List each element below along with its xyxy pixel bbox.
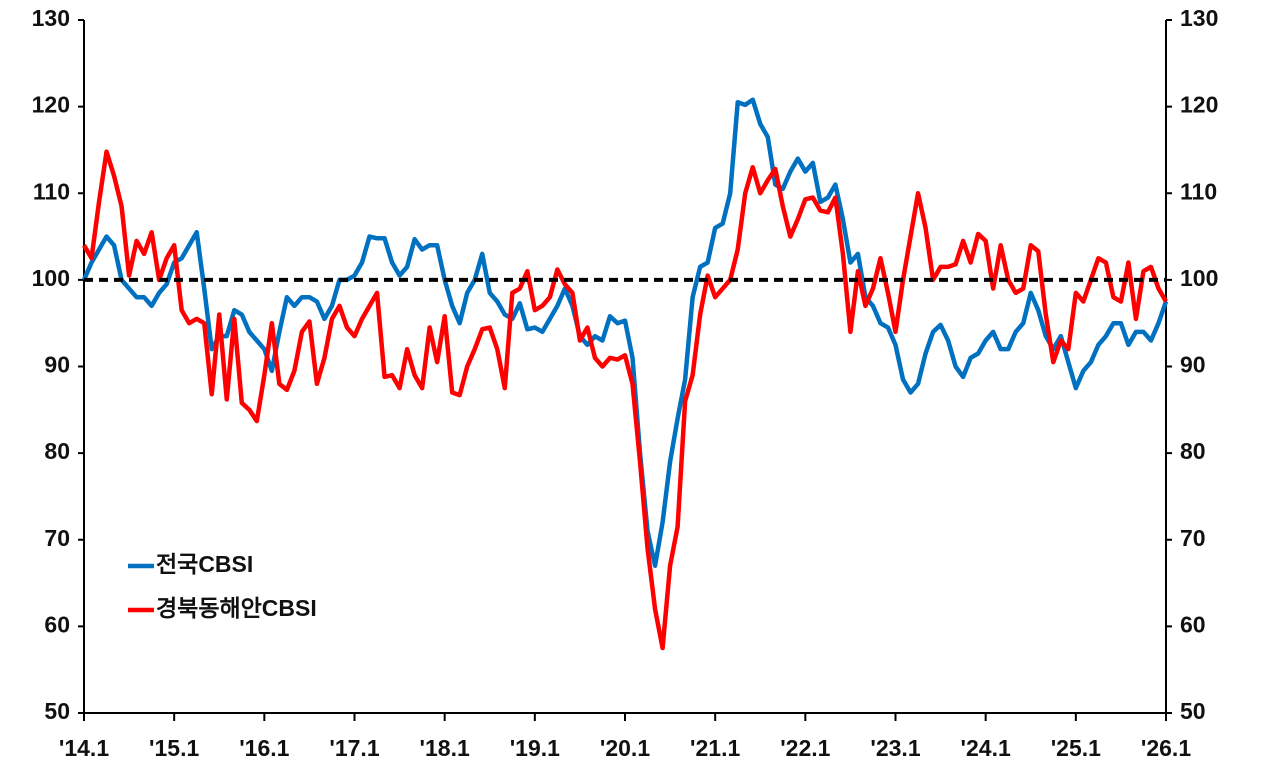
y-tick-label: 80 [44,438,70,464]
y2-tick-label: 90 [1180,352,1206,378]
y-tick-label: 90 [44,352,70,378]
x-tick-label: '22.1 [780,735,830,761]
y2-tick-label: 100 [1180,265,1218,291]
x-tick-label: '17.1 [329,735,379,761]
y-tick-label: 70 [44,525,70,551]
x-tick-label: '25.1 [1051,735,1101,761]
legend-label: 전국CBSI [156,551,253,577]
series-line [81,97,1169,568]
y2-tick-label: 120 [1180,92,1218,118]
y2-tick-label: 50 [1180,698,1206,724]
y-tick-label: 120 [32,92,70,118]
y-tick-label: 110 [33,178,70,204]
x-tick-label: '24.1 [961,735,1011,761]
y-tick-label: 130 [32,5,70,31]
legend-label: 경북동해안CBSI [156,595,317,621]
y2-tick-label: 110 [1180,178,1217,204]
x-tick-label: '21.1 [690,735,740,761]
x-tick-label: '20.1 [600,735,650,761]
x-tick-label: '19.1 [510,735,560,761]
y2-tick-label: 80 [1180,438,1206,464]
x-tick-label: '18.1 [420,735,470,761]
x-tick-label: '15.1 [149,735,199,761]
y-tick-label: 50 [44,698,70,724]
x-tick-label: '14.1 [59,735,109,761]
y2-tick-label: 130 [1180,5,1218,31]
series-line [82,149,1168,651]
x-tick-label: '16.1 [239,735,289,761]
y2-tick-label: 70 [1180,525,1206,551]
x-tick-label: '26.1 [1141,735,1191,761]
y-tick-label: 100 [32,265,70,291]
x-tick-label: '23.1 [870,735,920,761]
y2-tick-label: 60 [1180,611,1206,637]
y-tick-label: 60 [44,611,70,637]
